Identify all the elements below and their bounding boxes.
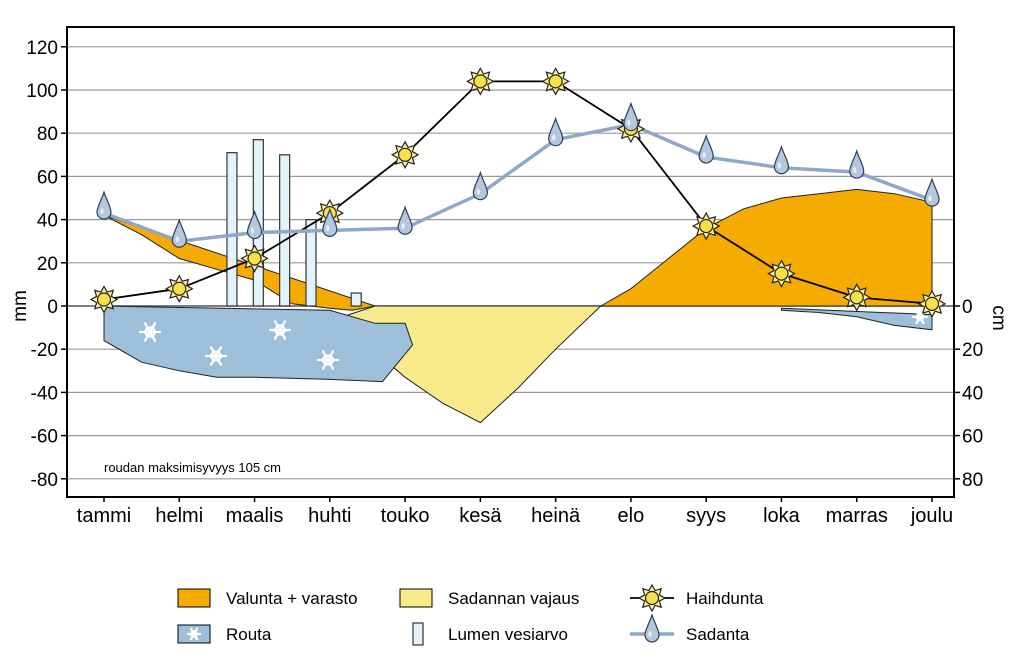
x-tick-label: elo: [618, 505, 645, 527]
area-routa: [103, 305, 414, 383]
legend-label: Haihdunta: [686, 589, 764, 608]
sun-icon: [466, 67, 495, 96]
legend-item: Haihdunta: [630, 583, 764, 613]
legend-item: Routa: [177, 624, 272, 644]
legend-swatch: [399, 588, 433, 608]
y-axis-label-right: cm: [988, 305, 1009, 330]
sun-icon: [541, 67, 570, 96]
plot-frame: [66, 26, 955, 498]
x-tick-label: syys: [686, 505, 726, 527]
snowflake-icon: [268, 320, 292, 340]
sun-icon: [691, 211, 721, 241]
snowflake-icons: [138, 309, 929, 370]
y-tick-label: 100: [26, 81, 58, 102]
y-axis-left: 120 100 80 60 40 20 0 -20 -40 -60 -80: [26, 38, 67, 491]
sun-icon: [165, 274, 194, 303]
legend-item: Lumen vesiarvo: [412, 622, 568, 646]
x-tick-label: heinä: [531, 505, 581, 527]
raindrop-icon: [472, 170, 488, 201]
annotation-frost-depth: roudan maksimisyvyys 105 cm: [104, 460, 281, 475]
sun-icon: [390, 140, 420, 170]
x-tick-label: loka: [763, 505, 801, 527]
y-tick-label: 80: [37, 124, 58, 145]
series-markers: [89, 67, 947, 319]
y-tick-label-right: 80: [962, 470, 983, 491]
evaporation-line: [103, 80, 933, 305]
y-tick-label: -20: [31, 340, 58, 361]
legend-label: Valunta + varasto: [226, 589, 358, 608]
snowflake-icon: [316, 350, 340, 370]
legend-swatch: [412, 622, 424, 646]
raindrop-icon: [773, 144, 790, 175]
sun-icon: [89, 285, 119, 314]
raindrop-icon: [623, 101, 639, 132]
snow-water-bar: [305, 219, 317, 307]
sun-icon: [240, 244, 269, 273]
y-axis-right: 0 20 40 60 80: [954, 297, 983, 491]
legend-label: Sadannan vajaus: [448, 589, 579, 608]
y-tick-label: -80: [31, 470, 58, 491]
y-tick-label-right: 20: [962, 340, 983, 361]
raindrop-icon: [246, 209, 263, 240]
raindrop-icon: [644, 613, 660, 643]
y-tick-label-right: 60: [962, 427, 983, 448]
y-tick-label: 60: [37, 167, 58, 188]
sun-icon: [637, 583, 667, 613]
legend-label: Sadanta: [686, 625, 750, 644]
raindrop-icon: [548, 116, 564, 147]
sun-icon: [917, 289, 947, 319]
y-tick-label-right: 40: [962, 383, 983, 404]
x-tick-label: maalis: [226, 505, 284, 527]
sun-icon: [842, 283, 871, 312]
precipitation-line: [103, 122, 933, 243]
x-tick-label: tammi: [77, 505, 131, 527]
legend-label: Lumen vesiarvo: [448, 625, 568, 644]
x-tick-label: touko: [381, 505, 430, 527]
x-tick-label: kesä: [459, 505, 502, 527]
snowflake-icon: [138, 322, 162, 342]
y-axis-label-left: mm: [10, 290, 31, 322]
raindrop-icon: [924, 177, 940, 207]
snowflake-icon: [186, 627, 202, 641]
legend-label: Routa: [226, 625, 272, 644]
legend-item: Sadannan vajaus: [399, 588, 579, 608]
legend-item: Valunta + varasto: [177, 588, 358, 608]
legend: Valunta + varasto Sadannan vajaus Haihdunt…: [177, 583, 764, 646]
snow-water-bar: [226, 152, 238, 307]
y-tick-label: 120: [26, 38, 58, 59]
series-lines: [103, 80, 933, 305]
x-tick-label: helmi: [155, 505, 203, 527]
raindrop-icon: [849, 149, 865, 179]
legend-item: Sadanta: [630, 613, 750, 644]
legend-swatch: [177, 588, 211, 608]
snowflake-icon: [204, 346, 228, 366]
y-tick-label-right: 0: [962, 297, 973, 318]
y-tick-label: 40: [37, 211, 58, 232]
area-layer: [103, 188, 933, 424]
y-tick-label: 20: [37, 254, 58, 275]
y-tick-label: 0: [47, 297, 58, 318]
x-tick-label: marras: [826, 505, 888, 527]
raindrop-icon: [397, 205, 413, 235]
x-tick-label: joulu: [910, 505, 953, 527]
area-valunta-varasto: [598, 188, 933, 307]
x-axis: tammi helmi maalis huhti touko kesä heinä elo sy…: [77, 497, 953, 527]
sun-icon: [767, 259, 796, 288]
raindrop-icon: [171, 218, 187, 248]
y-tick-label: -40: [31, 383, 58, 404]
x-tick-label: huhti: [308, 505, 351, 527]
raindrop-icon: [322, 207, 338, 237]
raindrop-icon: [698, 134, 714, 164]
snow-water-bar: [350, 292, 362, 307]
y-tick-label: -60: [31, 427, 58, 448]
raindrop-icon: [96, 190, 112, 220]
